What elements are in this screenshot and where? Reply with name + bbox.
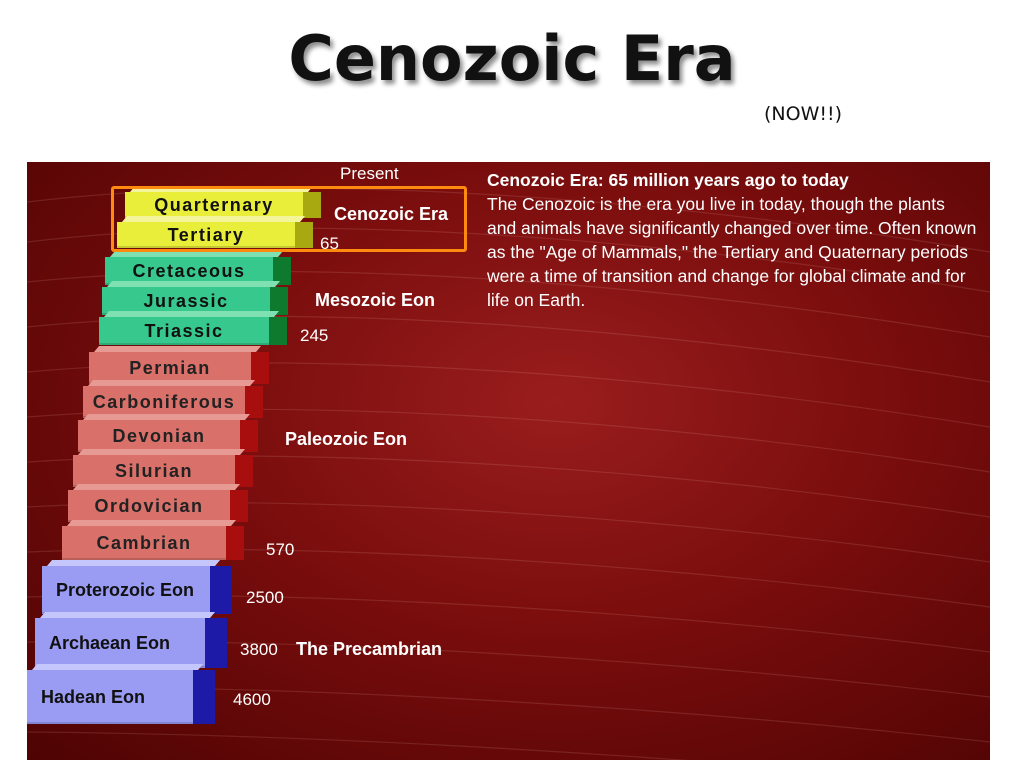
layer-proterozoic-eon: Proterozoic Eon bbox=[42, 560, 232, 614]
layer-side bbox=[273, 257, 291, 285]
layer-side bbox=[295, 222, 313, 248]
layer-side bbox=[193, 670, 215, 724]
layer-label: Cretaceous bbox=[105, 257, 273, 285]
layer-side bbox=[235, 455, 253, 487]
layer-side bbox=[251, 352, 269, 384]
layer-side bbox=[210, 566, 232, 614]
layer-label: Tertiary bbox=[117, 222, 295, 248]
layer-ordovician: Ordovician bbox=[68, 484, 248, 522]
age-label-245: 245 bbox=[300, 326, 329, 345]
layer-label: Triassic bbox=[99, 317, 269, 345]
layer-side bbox=[230, 490, 248, 522]
layer-permian: Permian bbox=[89, 346, 269, 384]
layer-side bbox=[303, 192, 321, 218]
layer-side bbox=[269, 317, 287, 345]
layer-label: Devonian bbox=[78, 420, 240, 452]
description-body: The Cenozoic is the era you live in toda… bbox=[487, 194, 977, 310]
present-label: Present bbox=[340, 164, 399, 183]
paleozoic-eon-label: Paleozoic Eon bbox=[285, 429, 408, 449]
layer-carboniferous: Carboniferous bbox=[83, 380, 263, 418]
layer-devonian: Devonian bbox=[78, 414, 258, 452]
layer-cambrian: Cambrian bbox=[62, 520, 244, 560]
layer-label: Quarternary bbox=[125, 192, 303, 218]
layer-silurian: Silurian bbox=[73, 449, 253, 487]
age-label-2500: 2500 bbox=[246, 588, 284, 607]
age-label-3800: 3800 bbox=[240, 640, 278, 659]
layer-side bbox=[226, 526, 244, 560]
layer-jurassic: Jurassic bbox=[102, 281, 288, 315]
layer-archaean-eon: Archaean Eon bbox=[35, 612, 227, 668]
layer-label: Carboniferous bbox=[83, 386, 245, 418]
layer-label: Proterozoic Eon bbox=[42, 566, 210, 614]
cenozoic-era-label: Cenozoic Era bbox=[334, 204, 449, 224]
precambrian-label: The Precambrian bbox=[296, 639, 443, 659]
description-title: Cenozoic Era: 65 million years ago to to… bbox=[487, 170, 849, 190]
layer-label: Ordovician bbox=[68, 490, 230, 522]
layer-side bbox=[245, 386, 263, 418]
layer-quarternary: Quarternary bbox=[125, 186, 321, 218]
slide-title: Cenozoic Era bbox=[288, 22, 736, 95]
layer-tertiary: Tertiary bbox=[117, 216, 313, 248]
layer-label: Permian bbox=[89, 352, 251, 384]
era-description: Cenozoic Era: 65 million years ago to to… bbox=[487, 168, 977, 312]
layer-label: Hadean Eon bbox=[27, 670, 193, 724]
layer-side bbox=[240, 420, 258, 452]
layer-label: Archaean Eon bbox=[35, 618, 205, 668]
age-label-65: 65 bbox=[320, 234, 339, 253]
layer-side bbox=[205, 618, 227, 668]
layer-side bbox=[270, 287, 288, 315]
layer-label: Silurian bbox=[73, 455, 235, 487]
layer-label: Cambrian bbox=[62, 526, 226, 560]
layer-label: Jurassic bbox=[102, 287, 270, 315]
age-label-570: 570 bbox=[266, 540, 295, 559]
layer-hadean-eon: Hadean Eon bbox=[27, 664, 215, 724]
cenozoic-highlight-box bbox=[111, 186, 467, 252]
age-label-4600: 4600 bbox=[233, 690, 271, 709]
layer-cretaceous: Cretaceous bbox=[105, 251, 291, 285]
slide-subtitle: (NOW!!) bbox=[764, 103, 843, 125]
mesozoic-eon-label: Mesozoic Eon bbox=[315, 290, 436, 310]
layer-triassic: Triassic bbox=[99, 311, 287, 345]
geologic-time-panel: Quarternary Tertiary Cretaceous Jurassic Tri… bbox=[27, 162, 990, 760]
